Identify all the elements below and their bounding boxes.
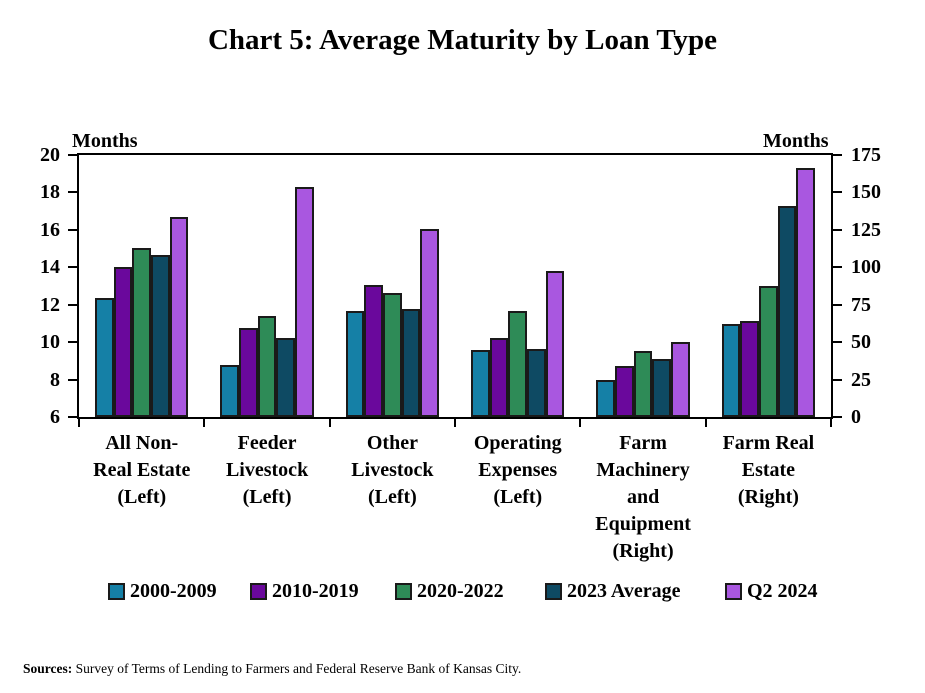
right-axis-tick [833, 416, 842, 418]
category-label: Operating Expenses (Left) [473, 432, 562, 508]
left-axis-tick [68, 416, 77, 418]
left-axis-tick-label: 14 [40, 256, 60, 279]
bar-2010-2019 [364, 285, 384, 417]
plot-area [77, 153, 833, 419]
category-label: Other Livestock (Left) [351, 432, 434, 508]
category-boundary-tick [203, 419, 206, 427]
bar-2000-2009 [345, 311, 365, 417]
category-boundary-tick [78, 419, 80, 427]
category-label: Farm Real Estate (Right) [722, 432, 815, 508]
right-axis-tick-label: 0 [851, 406, 861, 428]
right-axis-unit-label: Months [763, 130, 829, 152]
legend-label: Q2 2024 [747, 580, 818, 602]
bar-2000-2009 [596, 380, 616, 417]
bar-q2-2024 [169, 216, 189, 417]
left-axis-tick [68, 266, 77, 269]
left-axis-tick-label: 12 [40, 293, 60, 316]
legend-label: 2020-2022 [417, 580, 504, 602]
bar-q2-2024 [545, 271, 565, 417]
left-axis-tick [68, 303, 77, 306]
right-axis-tick-label: 100 [851, 256, 881, 279]
category-boundary-tick [830, 419, 832, 427]
bar-2020-2022 [257, 315, 277, 417]
right-axis-tick [833, 378, 842, 381]
bar-2020-2022 [508, 311, 528, 417]
bar-q2-2024 [420, 228, 440, 417]
right-axis-tick [833, 191, 842, 194]
category-label: All Non- Real Estate (Left) [93, 432, 191, 508]
bar-q2-2024 [295, 186, 314, 417]
left-axis-tick-label: 18 [40, 181, 60, 204]
left-axis-tick [68, 341, 77, 344]
bar-2020-2022 [383, 292, 402, 417]
right-axis-tick [833, 154, 842, 156]
bar-2010-2019 [489, 338, 509, 417]
category-boundary-tick [328, 419, 331, 427]
legend-swatch-q2-2024 [725, 583, 742, 600]
left-axis-tick-label: 6 [50, 406, 60, 428]
right-axis-tick-label: 125 [851, 218, 881, 241]
legend-swatch-2020-2022 [395, 583, 412, 600]
bar-2000-2009 [95, 298, 114, 417]
right-axis-tick-label: 25 [851, 368, 871, 391]
category-boundary-tick [704, 419, 707, 427]
category-label: Feeder Livestock (Left) [225, 432, 309, 508]
bar-2020-2022 [759, 286, 778, 417]
right-axis-tick-label: 50 [851, 331, 871, 354]
right-axis-tick-label: 175 [851, 144, 881, 166]
bar-2010-2019 [239, 328, 258, 417]
legend-swatch-2000-2009 [108, 583, 125, 600]
left-axis-tick-label: 8 [50, 368, 60, 391]
category-boundary-tick [579, 419, 582, 427]
bar-q2-2024 [796, 168, 816, 417]
bar-2020-2022 [132, 247, 152, 417]
legend-swatch-2010-2019 [250, 583, 267, 600]
sources-label: Sources: [23, 661, 73, 676]
left-axis-tick [68, 378, 77, 381]
legend-label: 2010-2019 [272, 580, 359, 602]
bar-2000-2009 [471, 349, 490, 417]
left-axis-tick-label: 10 [40, 331, 60, 354]
bar-2023-average [276, 338, 296, 417]
right-axis-tick-label: 150 [851, 181, 881, 204]
legend-label: 2023 Average [567, 580, 681, 602]
category-boundary-tick [454, 419, 456, 427]
right-axis-tick [833, 266, 842, 269]
bar-2023-average [527, 348, 546, 417]
right-axis-tick [833, 303, 842, 306]
left-axis-tick [68, 154, 77, 156]
left-axis-tick [68, 228, 77, 231]
legend-swatch-2023-average [545, 583, 562, 600]
chart-title: Chart 5: Average Maturity by Loan Type [207, 24, 718, 56]
bar-2020-2022 [633, 351, 653, 417]
left-axis-tick-label: 20 [40, 144, 60, 166]
right-axis-tick-label: 75 [851, 293, 871, 316]
category-label: Farm Machinery and Equipment (Right) [595, 432, 691, 562]
left-axis-tick [68, 191, 77, 194]
bar-2000-2009 [220, 364, 240, 417]
bar-2000-2009 [721, 324, 741, 417]
bar-2023-average [652, 358, 672, 417]
left-axis-tick-label: 16 [40, 218, 60, 241]
left-axis-unit-label: Months [72, 130, 138, 152]
bar-2010-2019 [740, 321, 760, 417]
right-axis-tick [833, 341, 842, 344]
bar-2010-2019 [113, 267, 133, 417]
sources-text: Survey of Terms of Lending to Farmers an… [72, 661, 522, 676]
sources-note: Sources: Survey of Terms of Lending to F… [23, 661, 521, 677]
bar-2023-average [151, 255, 170, 417]
bar-2023-average [401, 309, 421, 417]
right-axis-tick [833, 228, 842, 231]
bar-2023-average [777, 205, 797, 417]
bar-2010-2019 [615, 366, 634, 417]
bar-q2-2024 [671, 342, 690, 417]
legend-label: 2000-2009 [130, 580, 217, 602]
